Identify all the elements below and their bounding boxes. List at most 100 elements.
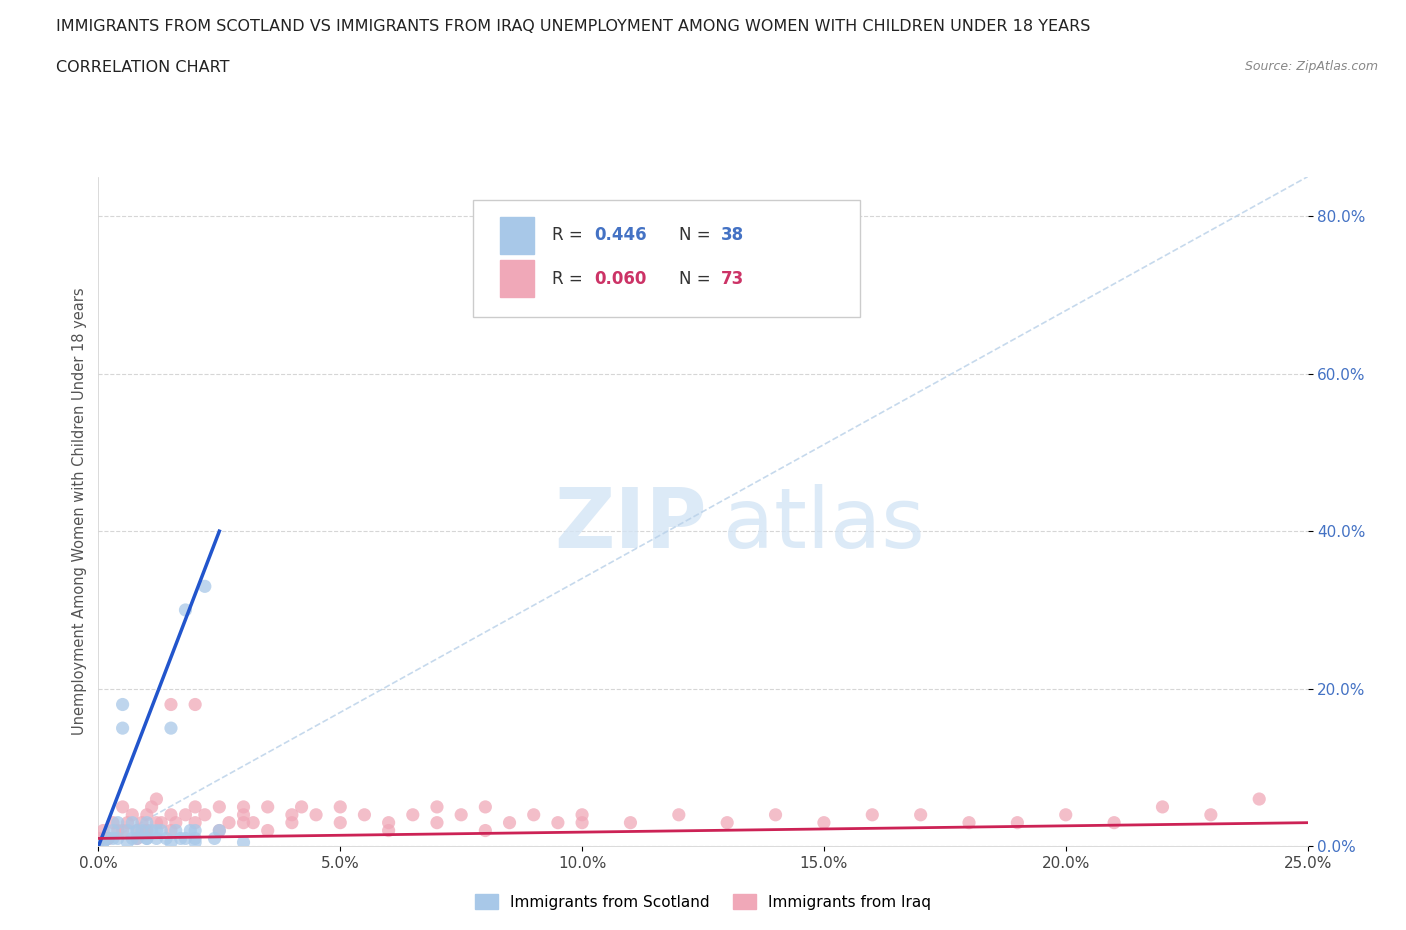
Point [218, 816, 240, 830]
Text: 0.446: 0.446 [595, 226, 647, 245]
Point [141, 800, 163, 815]
Point [121, 807, 143, 822]
Point [135, 831, 157, 846]
Text: ZIP: ZIP [554, 485, 707, 565]
Point [87, 831, 110, 846]
Point [135, 807, 157, 822]
Point [97, 831, 120, 846]
Point [426, 800, 449, 815]
Point [232, 807, 254, 822]
Bar [501, 217, 534, 254]
Point [402, 807, 425, 822]
Text: 38: 38 [721, 226, 744, 245]
Text: 0.060: 0.060 [595, 270, 647, 287]
Point [813, 816, 835, 830]
Point [716, 816, 738, 830]
Text: R =: R = [551, 270, 588, 287]
Point [232, 816, 254, 830]
Point [179, 823, 201, 838]
Point [165, 816, 187, 830]
Point [184, 800, 207, 815]
Point [121, 816, 143, 830]
Point [135, 816, 157, 830]
Point [281, 816, 304, 830]
Point [290, 800, 312, 815]
Point [184, 816, 207, 830]
Point [107, 823, 129, 838]
Point [232, 835, 254, 850]
Point [91, 823, 114, 838]
Point [208, 823, 231, 838]
Point [174, 807, 197, 822]
Point [131, 816, 153, 830]
Y-axis label: Unemployment Among Women with Children Under 18 years: Unemployment Among Women with Children U… [72, 287, 87, 736]
Point [1007, 816, 1029, 830]
Point [160, 807, 183, 822]
Point [194, 807, 217, 822]
Point [174, 603, 197, 618]
Point [117, 823, 139, 838]
Text: 73: 73 [721, 270, 744, 287]
Point [165, 823, 187, 838]
Point [329, 816, 352, 830]
Point [957, 816, 980, 830]
Point [117, 835, 139, 850]
Point [145, 791, 167, 806]
Point [121, 831, 143, 846]
Point [135, 823, 157, 838]
Point [97, 831, 120, 846]
Point [353, 807, 375, 822]
Text: N =: N = [679, 270, 716, 287]
Point [174, 831, 197, 846]
Point [474, 800, 496, 815]
Point [184, 831, 207, 846]
Point [232, 800, 254, 815]
Point [450, 807, 472, 822]
Point [111, 800, 134, 815]
Point [910, 807, 932, 822]
Point [150, 816, 173, 830]
Point [160, 835, 183, 850]
Point [91, 835, 114, 850]
Text: IMMIGRANTS FROM SCOTLAND VS IMMIGRANTS FROM IRAQ UNEMPLOYMENT AMONG WOMEN WITH C: IMMIGRANTS FROM SCOTLAND VS IMMIGRANTS F… [56, 19, 1091, 33]
Point [204, 831, 226, 846]
Point [160, 823, 183, 838]
Point [141, 823, 163, 838]
Point [571, 816, 593, 830]
Point [127, 823, 149, 838]
Point [101, 823, 124, 838]
Point [668, 807, 690, 822]
Point [329, 800, 352, 815]
Point [111, 721, 134, 736]
Point [107, 831, 129, 846]
Point [256, 823, 278, 838]
Legend: Immigrants from Scotland, Immigrants from Iraq: Immigrants from Scotland, Immigrants fro… [470, 887, 936, 916]
Point [131, 823, 153, 838]
Point [1199, 807, 1222, 822]
Text: atlas: atlas [723, 485, 925, 565]
Point [150, 823, 173, 838]
Point [169, 831, 191, 846]
Point [194, 578, 217, 593]
Point [184, 835, 207, 850]
Bar [501, 260, 534, 298]
Point [160, 721, 183, 736]
Point [135, 823, 157, 838]
Point [145, 831, 167, 846]
Text: Source: ZipAtlas.com: Source: ZipAtlas.com [1244, 60, 1378, 73]
Point [91, 835, 114, 850]
Point [101, 816, 124, 830]
Point [145, 823, 167, 838]
Point [474, 823, 496, 838]
Point [305, 807, 328, 822]
Point [155, 831, 177, 846]
Point [547, 816, 569, 830]
Point [101, 831, 124, 846]
Text: R =: R = [551, 226, 588, 245]
Point [117, 816, 139, 830]
Point [208, 823, 231, 838]
Point [184, 698, 207, 712]
Point [523, 807, 546, 822]
Point [256, 800, 278, 815]
Point [242, 816, 264, 830]
